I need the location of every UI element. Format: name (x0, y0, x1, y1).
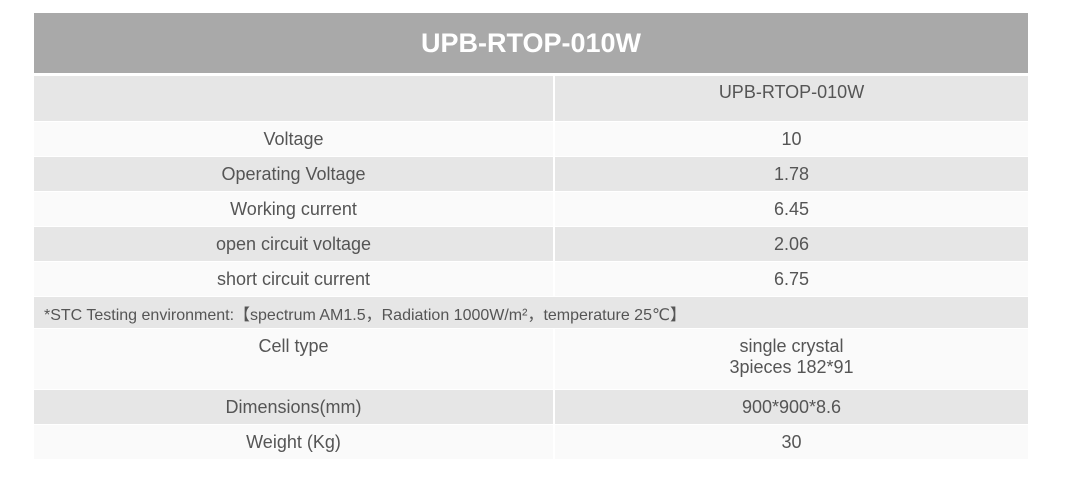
spec-value: 2.06 (773, 233, 810, 254)
spec-row: Cell type single crystal 3pieces 182*91 (34, 329, 1028, 390)
note-text: *STC Testing environment:【spectrum AM1.5… (44, 306, 686, 324)
spec-value: 1.78 (773, 163, 810, 184)
spec-row: Voltage 10 (34, 122, 1028, 157)
spec-row: Dimensions(mm) 900*900*8.6 (34, 390, 1028, 425)
spec-label: short circuit current (34, 262, 555, 296)
spec-value: 900*900*8.6 (741, 396, 842, 417)
note-row: *STC Testing environment:【spectrum AM1.5… (34, 297, 1028, 329)
spec-value: 30 (781, 431, 802, 452)
table-title: UPB-RTOP-010W (34, 13, 1028, 73)
spec-label: open circuit voltage (34, 227, 555, 261)
spec-row: short circuit current 6.75 (34, 262, 1028, 297)
model-row: UPB-RTOP-010W (34, 76, 1028, 122)
spec-value: 10 (781, 128, 802, 149)
spec-value: 6.45 (773, 198, 810, 219)
table-body: Voltage 10 Operating Voltage 1.78 Working cu… (34, 122, 1028, 460)
spec-row: open circuit voltage 2.06 (34, 227, 1028, 262)
empty-cell (34, 76, 555, 121)
spec-label: Operating Voltage (34, 157, 555, 191)
spec-value: single crystal 3pieces 182*91 (555, 329, 1028, 389)
spec-label: Working current (34, 192, 555, 226)
spec-value: 6.75 (773, 268, 810, 289)
spec-row: Working current 6.45 (34, 192, 1028, 227)
spec-label: Dimensions(mm) (34, 390, 555, 424)
spec-label: Cell type (34, 329, 555, 389)
spec-row: Weight (Kg) 30 (34, 425, 1028, 460)
spec-label: Voltage (34, 122, 555, 156)
value-line: single crystal (739, 336, 844, 356)
spec-row: Operating Voltage 1.78 (34, 157, 1028, 192)
value-line: 3pieces 182*91 (729, 357, 854, 377)
model-header: UPB-RTOP-010W (718, 82, 865, 102)
spec-label: Weight (Kg) (34, 425, 555, 459)
spec-table: UPB-RTOP-010W UPB-RTOP-010W Voltage 10 Ope… (34, 13, 1028, 460)
